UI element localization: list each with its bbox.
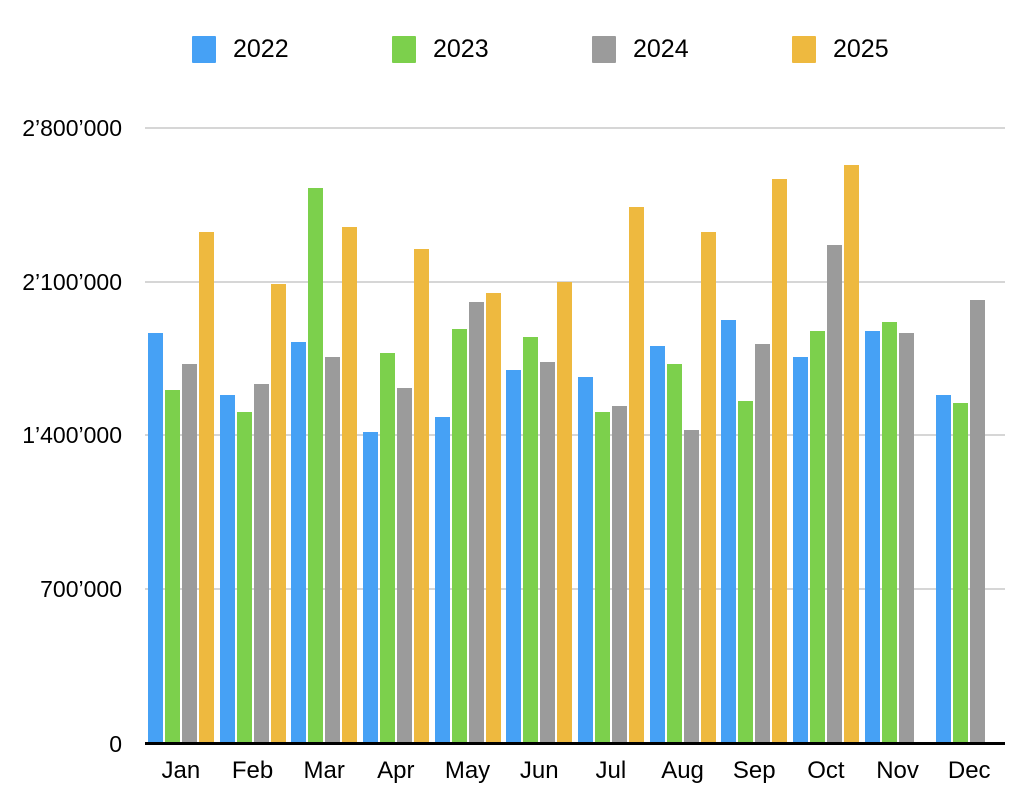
legend-label: 2022 [233,35,289,63]
gridline-2800000 [145,127,1005,129]
bar-group-jun [503,128,575,745]
bar-2025-apr [413,249,429,745]
bar-group-aug [647,128,719,745]
bar-group-mar [288,128,360,745]
bar-2022-sep [721,319,737,745]
bar-2024-dec [970,299,986,745]
x-axis-line [145,742,1005,745]
y-tick-label: 700’000 [40,575,122,602]
x-tick-label-jun: Jun [519,757,559,784]
bar-2024-may [468,302,484,745]
bar-2022-jun [506,370,522,745]
legend-swatch-2023 [392,36,416,63]
bar-2024-jul [611,405,627,745]
bar-2025-mar [342,227,358,745]
bar-group-sep [718,128,790,745]
bar-2024-jun [540,361,556,745]
bar-2023-dec [953,403,969,745]
legend-label: 2025 [833,35,889,63]
bar-2024-oct [826,244,842,745]
y-tick-label: 0 [109,730,122,757]
bar-groups [145,128,1005,745]
bar-2022-feb [219,394,235,745]
bar-2023-jun [523,337,539,745]
gridline-1400000 [145,434,1005,436]
x-axis-labels: Jan Feb Mar Apr May Jun Jul Aug Sep Oct Nov Dec [145,756,1005,788]
bar-group-dec [933,128,1005,745]
y-tick-label: 2’800’000 [22,115,122,141]
bar-2023-sep [738,401,754,745]
bar-2024-nov [898,332,914,745]
bar-2022-nov [864,330,880,745]
bar-2025-sep [772,178,788,745]
bar-2025-feb [270,284,286,745]
bar-2025-jun [557,282,573,745]
x-tick-label-nov: Nov [876,757,919,784]
bar-2024-aug [683,429,699,745]
bar-2025-may [485,293,501,745]
y-tick-label: 2’100’000 [22,268,122,295]
plot-area [145,127,1005,745]
bar-2022-jan [147,332,163,745]
bar-2023-feb [236,412,252,745]
legend-label: 2024 [633,35,689,63]
bar-2023-may [451,328,467,745]
legend-item-2025: 2025 [792,36,992,63]
bar-2022-dec [936,394,952,745]
bar-2024-jan [181,363,197,745]
bar-2023-jan [164,390,180,745]
bar-2023-oct [809,330,825,745]
x-tick-label-aug: Aug [661,757,704,784]
legend-swatch-2025 [792,36,816,63]
legend-item-2024: 2024 [592,36,792,63]
bar-2022-mar [291,341,307,745]
bar-2024-sep [755,343,771,745]
y-tick-label: 1’400’000 [22,422,122,448]
gridline-2100000 [145,280,1005,283]
bar-group-apr [360,128,432,745]
bar-group-nov [862,128,934,745]
legend-swatch-2024 [592,36,616,63]
bar-2025-jul [628,207,644,745]
legend-swatch-2022 [192,36,216,63]
legend-item-2023: 2023 [392,36,592,63]
bar-2024-apr [396,388,412,745]
legend-item-2022: 2022 [192,36,392,63]
bar-2024-feb [253,383,269,745]
x-tick-label-jan: Jan [161,757,201,784]
x-tick-label-dec: Dec [947,757,991,784]
bar-2024-mar [325,357,341,745]
bar-2025-jan [198,231,214,745]
chart-legend: 2022 2023 2024 2025 [192,36,992,63]
bar-2023-mar [308,187,324,745]
bar-2025-aug [700,231,716,745]
bar-2022-jul [577,377,593,745]
x-tick-label-oct: Oct [807,757,845,784]
bar-group-may [432,128,504,745]
gridline-700000 [145,587,1005,590]
bar-2023-jul [594,412,610,745]
x-tick-label-mar: Mar [303,757,345,784]
bar-2023-nov [881,321,897,745]
bar-2022-apr [362,432,378,745]
bar-2022-aug [649,346,665,745]
gridlines [145,127,1005,742]
bar-group-feb [217,128,289,745]
x-tick-label-apr: Apr [377,757,415,784]
bar-2025-oct [843,165,859,745]
bar-group-jan [145,128,217,745]
bar-2023-aug [666,363,682,745]
x-tick-label-may: May [444,757,491,784]
bar-group-jul [575,128,647,745]
x-tick-label-feb: Feb [231,757,274,784]
bar-group-oct [790,128,862,745]
x-tick-label-sep: Sep [732,757,776,784]
bar-2023-apr [379,352,395,745]
x-tick-label-jul: Jul [595,757,627,784]
bar-2022-may [434,416,450,745]
legend-label: 2023 [433,35,489,63]
bar-2022-oct [792,357,808,745]
